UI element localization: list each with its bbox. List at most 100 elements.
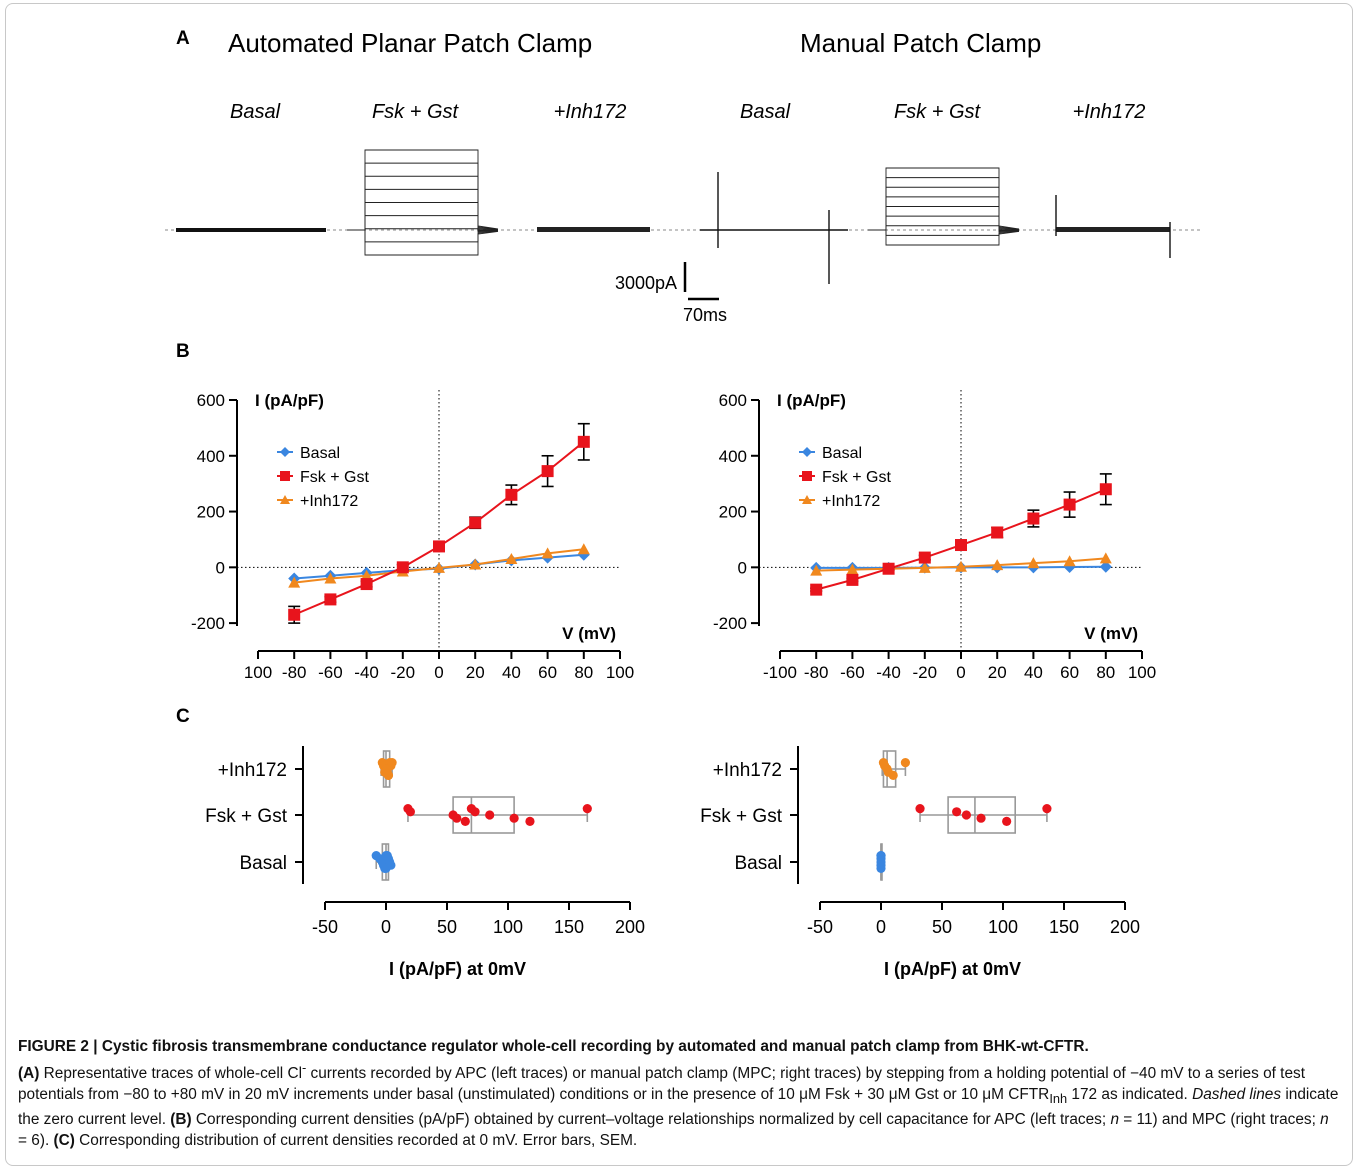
- x-tick-label: 100: [1128, 663, 1156, 682]
- trace-mpc-fsk-step-3: [868, 196, 1020, 231]
- category-label: Basal: [239, 853, 287, 874]
- legend-marker-inh: [280, 495, 290, 504]
- data-point-fsk: [1002, 816, 1012, 827]
- data-point-fsk: [525, 816, 535, 827]
- x-axis-label: V (mV): [1084, 624, 1138, 643]
- point-inh: [1099, 552, 1112, 564]
- point-fsk: [1027, 512, 1040, 525]
- legend-marker-fsk: [280, 471, 290, 481]
- caption-c-text: Corresponding distribution of current de…: [74, 1132, 638, 1150]
- x-tick-label: -20: [391, 663, 416, 682]
- point-inh: [810, 564, 823, 576]
- caption-c-label: (C): [53, 1132, 75, 1150]
- x-tick-label: 150: [554, 917, 584, 937]
- point-inh: [324, 572, 337, 584]
- x-axis-label: I (pA/pF) at 0mV: [884, 959, 1021, 979]
- x-tick-label: 20: [466, 663, 485, 682]
- category-label: Fsk + Gst: [205, 806, 288, 827]
- figure-frame: [5, 3, 1353, 1166]
- x-tick-label: 20: [988, 663, 1007, 682]
- y-tick-label: -200: [191, 614, 225, 633]
- figure-canvas: A Automated Planar Patch Clamp Manual Pa…: [165, 28, 1200, 979]
- panel-label-a: A: [176, 28, 190, 49]
- x-tick-label: 60: [538, 663, 557, 682]
- point-fsk: [918, 551, 931, 564]
- point-inh: [433, 561, 445, 573]
- point-inh: [918, 561, 931, 573]
- trace-mpc-fsk-step-2: [868, 186, 1020, 231]
- data-point-fsk: [405, 807, 415, 817]
- data-point-basal: [380, 863, 390, 874]
- point-inh: [577, 543, 590, 555]
- data-point-fsk: [961, 810, 972, 820]
- x-tick-label: -100: [763, 663, 797, 682]
- caption-a-text4: indicate the zero current level.: [18, 1086, 1339, 1129]
- x-tick-label: 0: [956, 663, 965, 682]
- y-tick-label: 200: [719, 503, 747, 522]
- panel-label-b: B: [176, 341, 190, 362]
- point-inh: [288, 576, 301, 588]
- caption-a-italic: Dashed lines: [1192, 1086, 1282, 1104]
- point-fsk: [541, 465, 554, 478]
- data-point-fsk: [582, 804, 592, 814]
- point-inh: [955, 560, 967, 572]
- y-tick-label: 200: [197, 503, 225, 522]
- data-point-fsk: [452, 813, 462, 823]
- trace-mpc-fsk-step-1: [868, 177, 1020, 231]
- point-inh: [541, 547, 554, 559]
- legend-label-inh: +Inh172: [300, 493, 358, 510]
- data-point-fsk: [470, 807, 480, 817]
- section-title-mpc: Manual Patch Clamp: [800, 28, 1041, 58]
- x-tick-label: 0: [876, 917, 886, 937]
- x-tick-label: 100: [606, 663, 634, 682]
- legend-marker-basal: [802, 447, 812, 457]
- trace-mpc-fsk-step-5: [868, 215, 1020, 232]
- data-point-fsk: [485, 810, 495, 820]
- point-fsk: [991, 526, 1004, 539]
- point-inh: [1027, 557, 1040, 569]
- category-label: Fsk + Gst: [700, 806, 783, 827]
- caption-b-n2: n: [1320, 1111, 1329, 1129]
- x-axis-label: I (pA/pF) at 0mV: [389, 959, 526, 979]
- x-tick-label: -80: [804, 663, 829, 682]
- trace-apc-fsk-step-4: [347, 202, 499, 231]
- point-inh: [505, 552, 518, 564]
- scale-bar-current-label: 3000pA: [615, 273, 677, 293]
- point-fsk: [433, 540, 445, 553]
- x-tick-label: 100: [493, 917, 523, 937]
- caption-b-text: Corresponding current densities (pA/pF) …: [191, 1111, 1111, 1129]
- x-tick-label: 200: [1110, 917, 1140, 937]
- y-tick-label: 400: [719, 447, 747, 466]
- condition-label-mpc-basal: Basal: [740, 101, 791, 123]
- caption-heading: FIGURE 2 | Cystic fibrosis transmembrane…: [18, 1038, 1089, 1055]
- point-inh: [469, 558, 482, 570]
- trace-mpc-inh: [1056, 227, 1170, 232]
- point-fsk: [810, 583, 823, 596]
- caption-b-label: (B): [170, 1111, 192, 1129]
- legend-label-basal: Basal: [300, 445, 340, 462]
- x-tick-label: 40: [502, 663, 521, 682]
- point-fsk: [396, 561, 409, 574]
- data-point-fsk: [952, 807, 962, 817]
- trace-mpc-fsk-step-4: [868, 206, 1020, 231]
- x-tick-label: 0: [434, 663, 443, 682]
- x-tick-label: 0: [381, 917, 391, 937]
- legend-marker-basal: [280, 447, 290, 457]
- x-tick-label: 60: [1060, 663, 1079, 682]
- point-fsk: [469, 516, 482, 529]
- x-tick-label: -60: [318, 663, 343, 682]
- x-tick-label: 80: [574, 663, 593, 682]
- point-fsk: [577, 435, 590, 448]
- point-fsk: [1099, 483, 1112, 496]
- legend-marker-inh: [802, 495, 812, 504]
- data-point-fsk: [1042, 804, 1052, 814]
- x-tick-label: 80: [1096, 663, 1115, 682]
- x-tick-label: -20: [913, 663, 938, 682]
- x-tick-label: -50: [807, 917, 833, 937]
- data-point-basal: [876, 851, 886, 861]
- point-inh: [360, 569, 373, 581]
- y-tick-label: 400: [197, 447, 225, 466]
- point-fsk: [360, 578, 373, 591]
- data-point-inh: [900, 758, 911, 768]
